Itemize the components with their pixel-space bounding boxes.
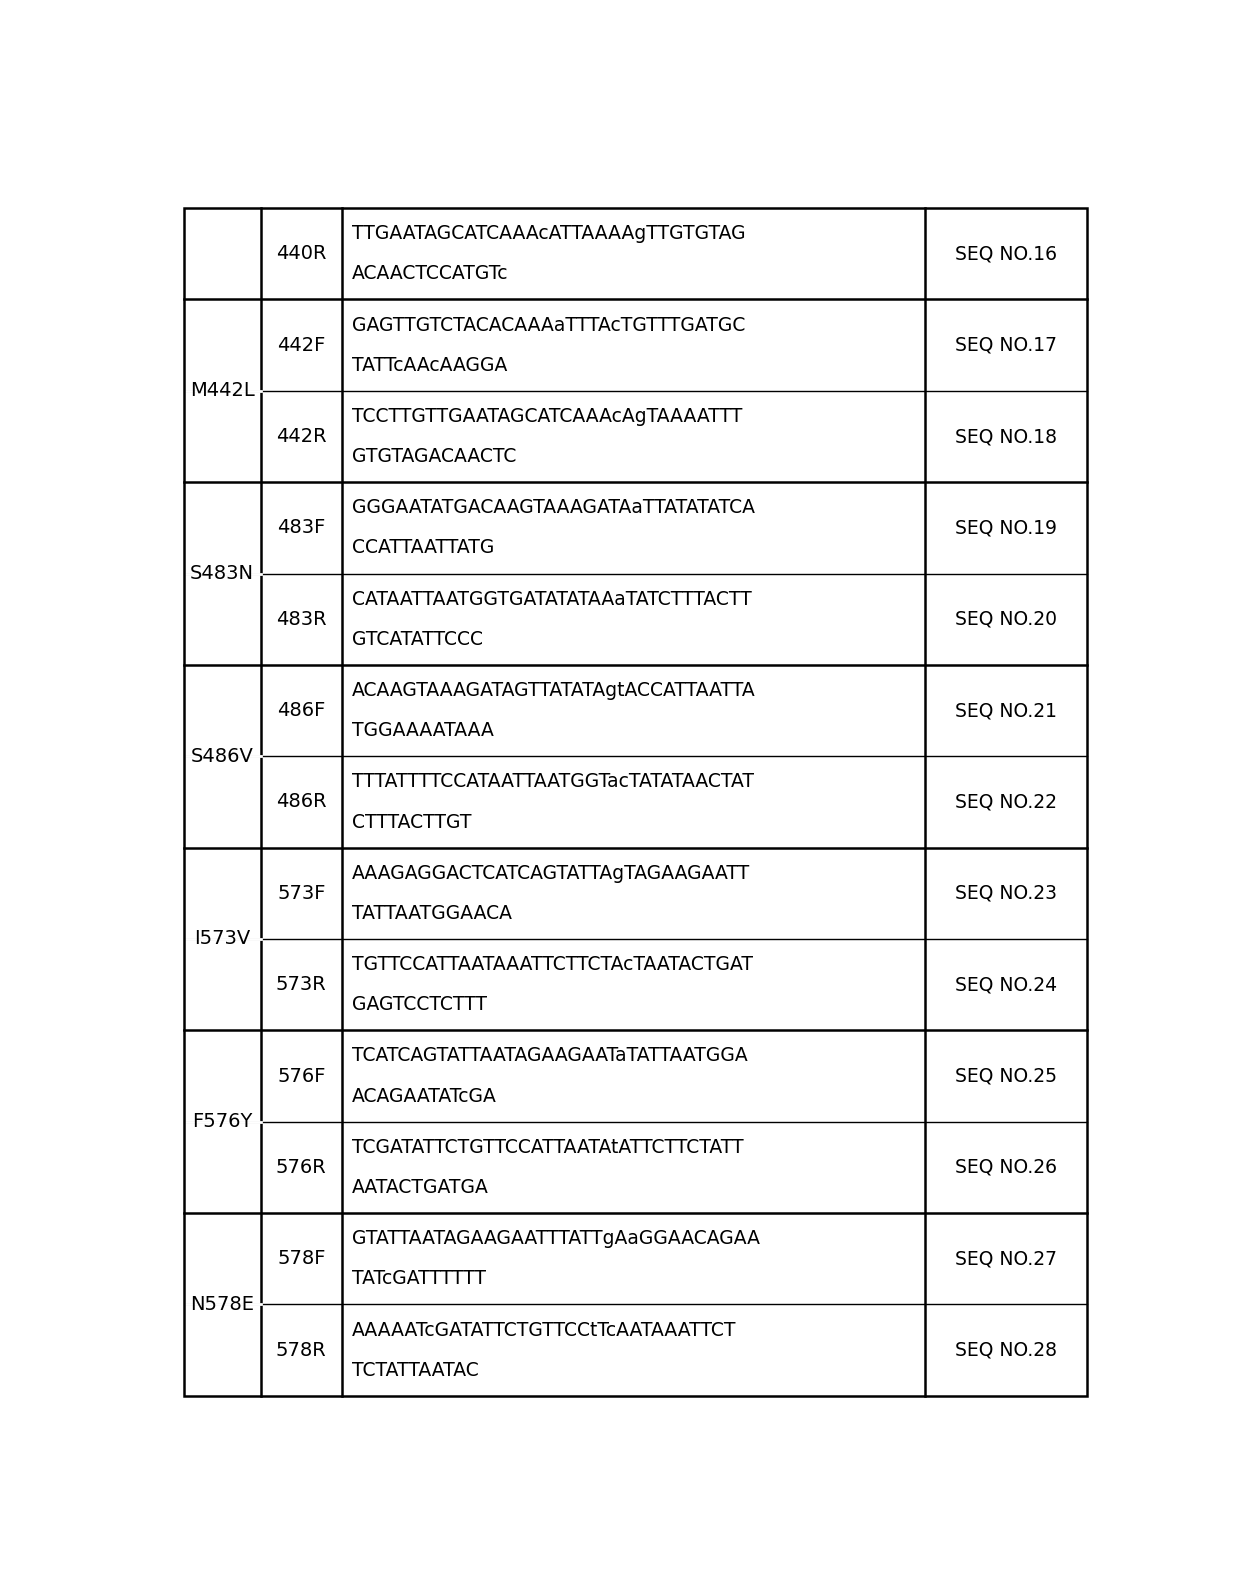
Text: TATTcAAcAAGGA: TATTcAAcAAGGA [351,356,507,375]
Text: 576F: 576F [277,1066,326,1085]
Text: SEQ NO.18: SEQ NO.18 [955,427,1056,446]
Text: 576R: 576R [275,1158,326,1177]
Text: SEQ NO.25: SEQ NO.25 [955,1066,1056,1085]
Text: AAAGAGGACTCATCAGTATTAgTAGAAGAATT: AAAGAGGACTCATCAGTATTAgTAGAAGAATT [351,864,750,883]
Text: SEQ NO.22: SEQ NO.22 [955,793,1056,812]
Text: SEQ NO.28: SEQ NO.28 [955,1340,1056,1359]
Text: SEQ NO.19: SEQ NO.19 [955,519,1056,538]
Text: ACAAGTAAAGATAGTTATATAgtACCATTAATTA: ACAAGTAAAGATAGTTATATAgtACCATTAATTA [351,680,755,699]
Text: 483R: 483R [277,609,326,628]
Text: 440R: 440R [277,244,326,263]
Text: TGTTCCATTAATAAATTCTTCTAcTAATACTGAT: TGTTCCATTAATAAATTCTTCTAcTAATACTGAT [351,956,753,975]
Text: TGGAAAATAAA: TGGAAAATAAA [351,721,494,740]
Text: TCATCAGTATTAATAGAAGAATaTATTAATGGA: TCATCAGTATTAATAGAAGAATaTATTAATGGA [351,1046,748,1065]
Text: GGGAATATGACAAGTAAAGATAaTTATATATCA: GGGAATATGACAAGTAAAGATAaTTATATATCA [351,498,754,517]
Text: CCATTAATTATG: CCATTAATTATG [351,538,494,557]
Text: S483N: S483N [190,565,254,584]
Text: TCTATTAATAC: TCTATTAATAC [351,1361,479,1380]
Text: ACAACTCCATGTc: ACAACTCCATGTc [351,264,508,283]
Text: SEQ NO.26: SEQ NO.26 [955,1158,1056,1177]
Text: SEQ NO.23: SEQ NO.23 [955,884,1056,903]
Text: TTGAATAGCATCAAAcATTAAAAgTTGTGTAG: TTGAATAGCATCAAAcATTAAAAgTTGTGTAG [351,225,745,244]
Text: TATTAATGGAACA: TATTAATGGAACA [351,903,512,922]
Text: 486R: 486R [277,793,326,812]
Text: 573R: 573R [275,975,326,993]
Text: CATAATTAATGGTGATATATAAaTATCTTTACTT: CATAATTAATGGTGATATATAAaTATCTTTACTT [351,590,751,609]
Text: 486F: 486F [277,701,325,720]
Text: CTTTACTTGT: CTTTACTTGT [351,813,471,832]
Text: I573V: I573V [195,930,250,949]
Text: 578F: 578F [277,1250,326,1269]
Text: M442L: M442L [190,381,254,400]
Text: TTTATTTTCCATAATTAATGGTacTATATAACTAT: TTTATTTTCCATAATTAATGGTacTATATAACTAT [351,772,754,791]
Text: GTATTAATAGAAGAATTTATTgAaGGAACAGAA: GTATTAATAGAAGAATTTATTgAaGGAACAGAA [351,1229,760,1248]
Text: SEQ NO.21: SEQ NO.21 [955,701,1056,720]
Text: 573F: 573F [277,884,326,903]
Text: SEQ NO.20: SEQ NO.20 [955,609,1056,628]
Text: AATACTGATGA: AATACTGATGA [351,1179,489,1198]
Text: 442F: 442F [277,335,325,354]
Text: 442R: 442R [277,427,326,446]
Text: GTGTAGACAACTC: GTGTAGACAACTC [351,448,516,467]
Text: GAGTTGTCTACACAAAaTTTAcTGTTTGATGC: GAGTTGTCTACACAAAaTTTAcTGTTTGATGC [351,315,745,334]
Text: TCCTTGTTGAATAGCATCAAAcAgTAAAATTT: TCCTTGTTGAATAGCATCAAAcAgTAAAATTT [351,407,742,426]
Text: SEQ NO.24: SEQ NO.24 [955,975,1056,993]
Text: TCGATATTCTGTTCCATTAATAtATTCTTCTATT: TCGATATTCTGTTCCATTAATAtATTCTTCTATT [351,1137,743,1156]
Text: GTCATATTCCC: GTCATATTCCC [351,630,482,649]
Text: S486V: S486V [191,747,254,766]
Text: AAAAATcGATATTCTGTTCCtTcAATAAATTCT: AAAAATcGATATTCTGTTCCtTcAATAAATTCT [351,1321,737,1340]
Text: SEQ NO.16: SEQ NO.16 [955,244,1056,263]
Text: ACAGAATATcGA: ACAGAATATcGA [351,1087,496,1106]
Text: F576Y: F576Y [192,1112,253,1131]
Text: 483F: 483F [277,519,325,538]
Text: 578R: 578R [275,1340,326,1359]
Text: SEQ NO.17: SEQ NO.17 [955,335,1056,354]
Text: TATcGATTTTTT: TATcGATTTTTT [351,1269,486,1288]
Text: SEQ NO.27: SEQ NO.27 [955,1250,1056,1269]
Text: N578E: N578E [190,1296,254,1315]
Text: GAGTCCTCTTT: GAGTCCTCTTT [351,995,486,1014]
